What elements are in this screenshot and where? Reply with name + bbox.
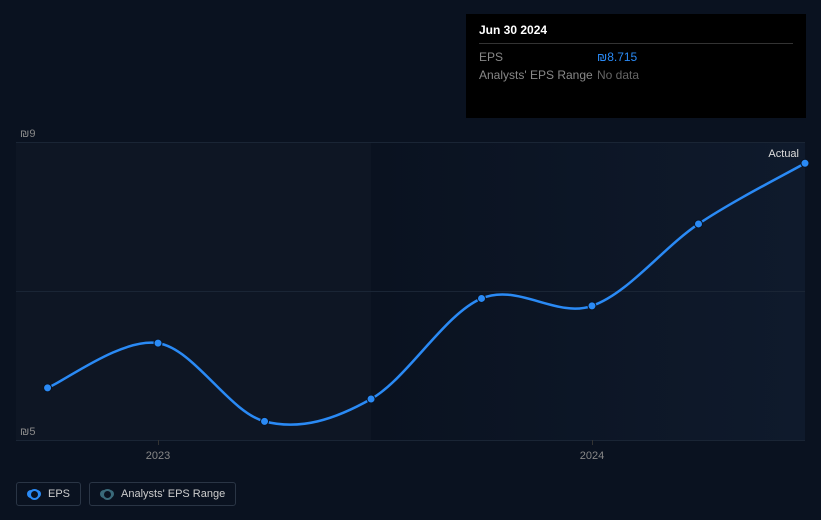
data-point[interactable] (261, 417, 269, 425)
data-point[interactable] (588, 302, 596, 310)
tooltip-row-label: EPS (479, 50, 597, 64)
legend-label: Analysts' EPS Range (121, 488, 225, 500)
tooltip-row-value: ₪8.715 (597, 50, 637, 64)
data-point[interactable] (478, 294, 486, 302)
x-axis-tick (158, 440, 159, 445)
legend-swatch (100, 490, 114, 498)
legend-analysts-range[interactable]: Analysts' EPS Range (89, 482, 236, 506)
y-axis-label: ₪9 (20, 128, 35, 140)
tooltip-panel: Jun 30 2024 EPS₪8.715Analysts' EPS Range… (466, 14, 806, 118)
x-axis-label: 2024 (580, 450, 604, 462)
eps-line-chart (16, 142, 805, 440)
legend: EPS Analysts' EPS Range (16, 482, 236, 506)
data-point[interactable] (694, 220, 702, 228)
data-point[interactable] (44, 384, 52, 392)
tooltip-row: EPS₪8.715 (479, 48, 793, 66)
data-point[interactable] (154, 339, 162, 347)
tooltip-row-label: Analysts' EPS Range (479, 68, 597, 82)
legend-eps[interactable]: EPS (16, 482, 81, 506)
x-axis-line (16, 440, 805, 441)
legend-swatch (27, 490, 41, 498)
data-point[interactable] (367, 395, 375, 403)
x-axis-tick (592, 440, 593, 445)
tooltip-row: Analysts' EPS RangeNo data (479, 66, 793, 84)
tooltip-title: Jun 30 2024 (479, 23, 793, 44)
legend-label: EPS (48, 488, 70, 500)
x-axis-label: 2023 (146, 450, 170, 462)
tooltip-row-value: No data (597, 68, 639, 82)
eps-line (48, 163, 805, 424)
data-point[interactable] (801, 159, 809, 167)
chart-plot-area[interactable]: Actual (16, 142, 805, 440)
